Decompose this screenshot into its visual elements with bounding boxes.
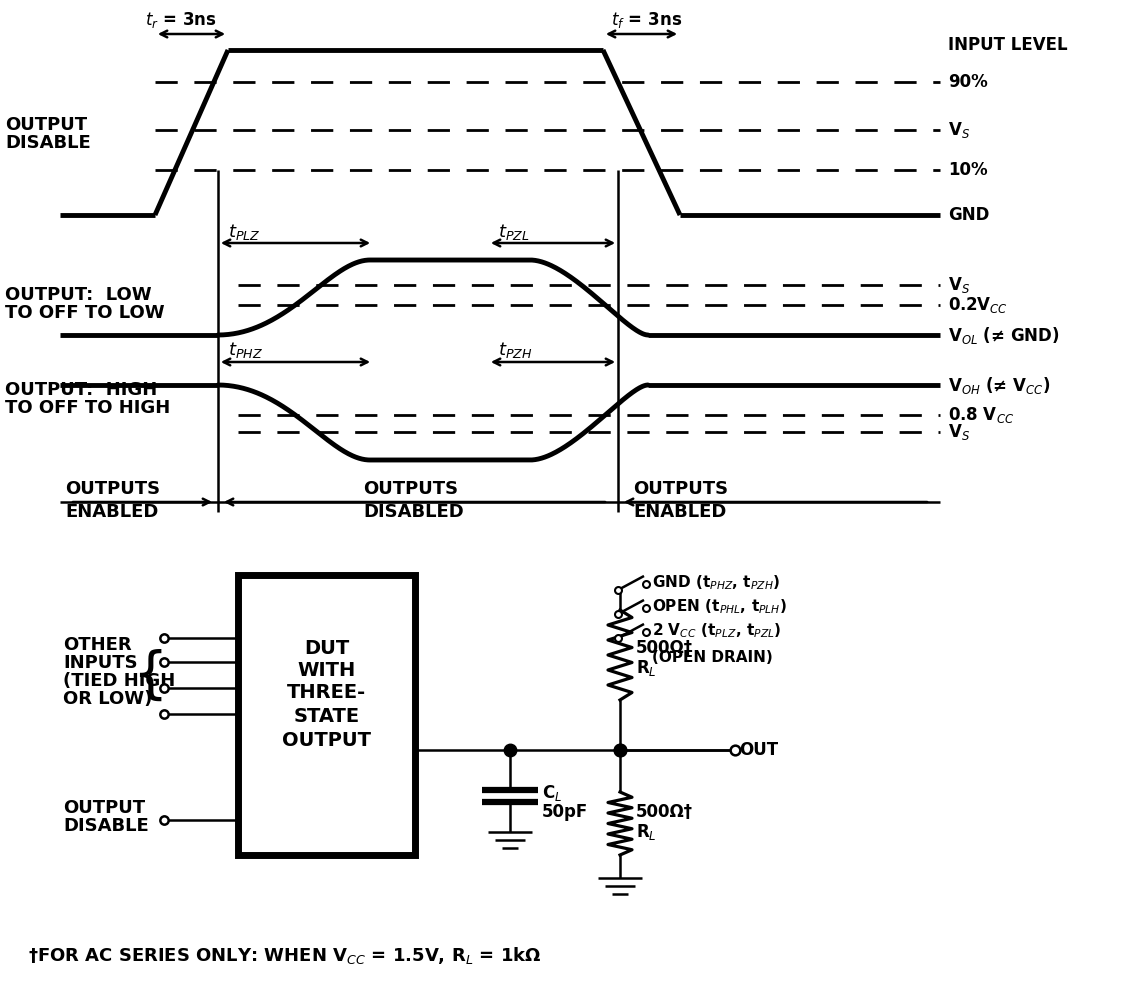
Text: $t_f$ = 3ns: $t_f$ = 3ns [611,10,683,30]
Text: WITH: WITH [297,660,356,679]
Text: DISABLED: DISABLED [363,503,463,521]
Text: 50pF: 50pF [542,803,589,821]
Text: OUTPUT: OUTPUT [282,731,371,749]
Text: $t_r$ = 3ns: $t_r$ = 3ns [145,10,217,30]
Text: 2 V$_{CC}$ (t$_{PLZ}$, t$_{PZL}$): 2 V$_{CC}$ (t$_{PLZ}$, t$_{PZL}$) [652,622,782,641]
Text: †FOR AC SERIES ONLY: WHEN V$_{CC}$ = 1.5V, R$_L$ = 1kΩ: †FOR AC SERIES ONLY: WHEN V$_{CC}$ = 1.5… [28,944,541,965]
Text: OUTPUT:  HIGH: OUTPUT: HIGH [5,381,157,399]
Text: V$_S$: V$_S$ [948,275,970,295]
Text: $t_{PHZ}$: $t_{PHZ}$ [228,340,263,360]
Text: INPUTS: INPUTS [63,654,138,672]
Text: 10%: 10% [948,161,988,179]
Text: OUTPUTS: OUTPUTS [363,480,458,498]
Text: STATE: STATE [294,707,359,726]
Text: V$_S$: V$_S$ [948,120,970,140]
Text: OUTPUT: OUTPUT [63,799,145,817]
Text: 500Ω†: 500Ω† [636,639,693,657]
Text: {: { [132,649,167,703]
Text: GND: GND [948,206,990,224]
Text: DISABLE: DISABLE [63,817,149,835]
Text: $t_{PZH}$: $t_{PZH}$ [498,340,532,360]
Text: INPUT LEVEL: INPUT LEVEL [948,36,1068,54]
Text: OPEN (t$_{PHL}$, t$_{PLH}$): OPEN (t$_{PHL}$, t$_{PLH}$) [652,598,786,617]
Text: DUT: DUT [304,639,349,657]
Text: OUTPUTS: OUTPUTS [633,480,728,498]
Text: TO OFF TO LOW: TO OFF TO LOW [5,304,165,322]
Text: V$_{OL}$ (≠ GND): V$_{OL}$ (≠ GND) [948,325,1060,346]
Text: (TIED HIGH: (TIED HIGH [63,672,175,690]
Text: OUTPUT: OUTPUT [5,116,87,134]
Text: V$_S$: V$_S$ [948,422,970,442]
Text: THREE-: THREE- [287,683,366,703]
Text: $t_{PLZ}$: $t_{PLZ}$ [228,222,261,242]
Text: DISABLE: DISABLE [5,134,90,152]
Text: OR LOW): OR LOW) [63,690,153,708]
Text: R$_L$: R$_L$ [636,822,657,842]
Text: (OPEN DRAIN): (OPEN DRAIN) [652,649,773,664]
Text: OUTPUTS: OUTPUTS [66,480,160,498]
Text: GND (t$_{PHZ}$, t$_{PZH}$): GND (t$_{PHZ}$, t$_{PZH}$) [652,573,781,592]
Text: C$_L$: C$_L$ [542,783,562,803]
Text: 500Ω†: 500Ω† [636,803,693,821]
Text: OTHER: OTHER [63,636,131,654]
Text: V$_{OH}$ (≠ V$_{CC}$): V$_{OH}$ (≠ V$_{CC}$) [948,374,1051,395]
Text: 0.2V$_{CC}$: 0.2V$_{CC}$ [948,295,1008,315]
Bar [238,575,415,855]
Text: ENABLED: ENABLED [66,503,158,521]
Text: 0.8 V$_{CC}$: 0.8 V$_{CC}$ [948,405,1015,425]
Text: OUT: OUT [739,741,779,759]
Text: OUTPUT:  LOW: OUTPUT: LOW [5,286,151,304]
Text: 90%: 90% [948,73,988,91]
Text: $t_{PZL}$: $t_{PZL}$ [498,222,530,242]
Text: R$_L$: R$_L$ [636,658,657,678]
Text: ENABLED: ENABLED [633,503,727,521]
Text: TO OFF TO HIGH: TO OFF TO HIGH [5,399,171,417]
